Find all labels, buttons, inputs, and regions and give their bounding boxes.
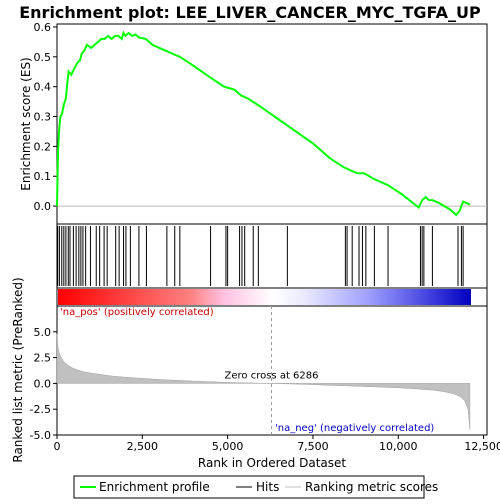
es-panel-frame [57,24,487,224]
es-y-tick-label: 0.6 [34,21,52,34]
x-axis-label: Rank in Ordered Dataset [198,456,346,470]
metric-y-tick-label: 5.0 [34,326,52,339]
metric-x-axis: 0 2,500 5,000 7,500 10,000 12,500 [54,435,500,453]
metric-y-tick-label: -2.5 [30,403,51,416]
x-tick-label: 2,500 [127,440,159,453]
x-tick-label: 12,500 [464,440,500,453]
legend-hits-label: Hits [256,480,279,494]
x-tick-label: 10,000 [379,440,418,453]
x-tick-label: 0 [54,440,61,453]
es-y-axis: 0.0 0.1 0.2 0.3 0.4 0.5 0.6 [34,21,58,213]
metric-y-axis-label: Ranked list metric (PreRanked) [11,277,25,462]
es-y-tick-label: 0.3 [34,111,52,124]
es-y-axis-label: Enrichment score (ES) [19,57,33,190]
rank-color-bar-fill [58,289,471,305]
zero-cross-label: Zero cross at 6286 [225,370,319,381]
es-y-tick-label: 0.4 [34,81,52,94]
neg-correlated-label: 'na_neg' (negatively correlated) [275,423,434,434]
metric-y-tick-label: 2.5 [34,352,52,365]
es-y-tick-label: 0.1 [34,170,52,183]
es-y-tick-label: 0.2 [34,140,52,153]
legend-metric-label: Ranking metric scores [305,480,438,494]
chart-title: Enrichment plot: LEE_LIVER_CANCER_MYC_TG… [19,3,481,22]
legend-enrichment-label: Enrichment profile [99,480,210,494]
es-y-tick-label: 0.5 [34,51,52,64]
x-tick-label: 5,000 [212,440,244,453]
metric-y-tick-label: -5.0 [30,429,51,442]
es-y-tick-label: 0.0 [34,200,52,213]
pos-correlated-label: 'na_pos' (positively correlated) [60,307,214,318]
metric-y-axis: -5.0 -2.5 0.0 2.5 5.0 [30,326,57,442]
metric-y-tick-label: 0.0 [34,377,52,390]
x-tick-label: 7,500 [297,440,329,453]
